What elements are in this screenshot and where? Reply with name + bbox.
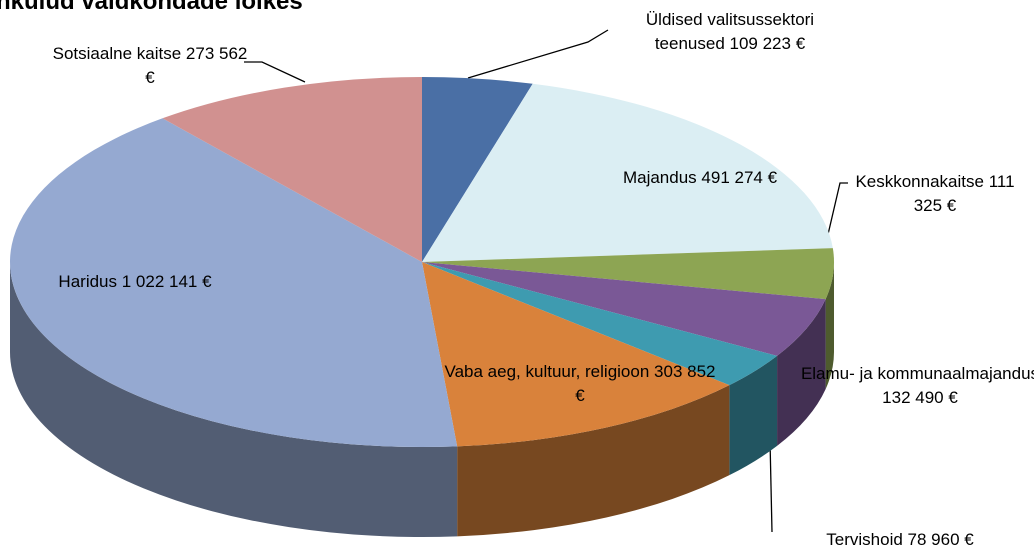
- slice-side: [729, 355, 778, 476]
- slice: [422, 248, 834, 300]
- category-label: Keskkonnakaitse: [855, 172, 984, 191]
- value-label: 273 562 €: [145, 44, 248, 87]
- slice: [422, 262, 730, 447]
- slice-side: [825, 262, 834, 390]
- value-label: 303 852 €: [575, 362, 716, 405]
- data-label: Majandus 491 274 €: [560, 166, 840, 190]
- category-label: Üldised valitsussektori teenused: [645, 10, 815, 53]
- slice: [422, 77, 533, 262]
- pie-tops: [10, 77, 834, 447]
- chart-title: nkulud valdkondade lõikes: [0, 0, 303, 15]
- value-label: 1 022 141 €: [121, 272, 212, 291]
- data-label: Sotsiaalne kaitse 273 562 €: [50, 42, 250, 90]
- category-label: Vaba aeg, kultuur, religioon: [444, 362, 650, 381]
- data-label: Vaba aeg, kultuur, religioon 303 852 €: [440, 360, 720, 408]
- leader-line: [825, 182, 848, 244]
- category-label: Elamu- ja kommunaalmajandus: [800, 364, 1034, 383]
- slice-side: [10, 262, 458, 537]
- value-label: 109 223 €: [729, 34, 806, 53]
- slice-side: [457, 385, 730, 537]
- data-label: Elamu- ja kommunaalmajandus 132 490 €: [800, 362, 1034, 410]
- leader-line: [467, 29, 609, 79]
- leader-line: [244, 61, 306, 83]
- value-label: 111 325 €: [913, 172, 1015, 215]
- slice: [422, 262, 826, 356]
- category-label: Majandus: [622, 168, 697, 187]
- category-label: Tervishoid: [826, 530, 903, 549]
- leader-lines: [244, 29, 848, 533]
- pie-sides: [10, 262, 834, 537]
- slice: [10, 118, 458, 447]
- data-label: Keskkonnakaitse 111 325 €: [840, 170, 1030, 218]
- leader-line: [769, 439, 773, 533]
- value-label: 78 960 €: [907, 530, 974, 549]
- slice: [422, 83, 833, 262]
- data-label: Haridus 1 022 141 €: [10, 270, 260, 294]
- category-label: Haridus: [58, 272, 118, 291]
- value-label: 491 274 €: [701, 168, 778, 187]
- category-label: Sotsiaalne kaitse: [52, 44, 182, 63]
- slice: [422, 262, 778, 386]
- value-label: 132 490 €: [882, 388, 958, 407]
- slice-side: [777, 299, 826, 446]
- data-label: Tervishoid 78 960 €: [775, 528, 1025, 552]
- slice: [162, 77, 422, 262]
- data-label: Üldised valitsussektori teenused 109 223…: [610, 8, 850, 56]
